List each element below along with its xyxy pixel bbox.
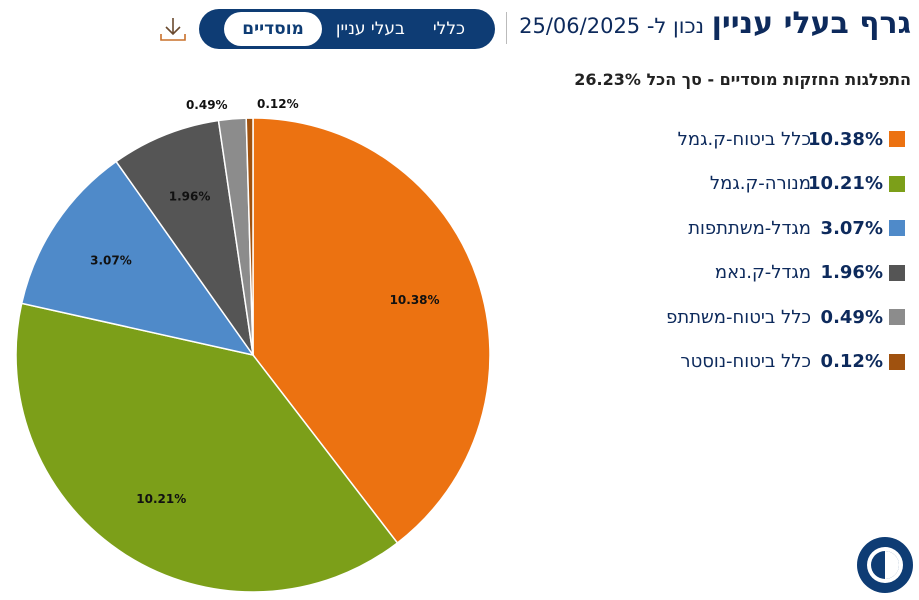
pie-slice[interactable] <box>20 160 255 357</box>
legend-label: כלל ביטוח-משתתפ <box>666 306 811 328</box>
legend-item: 10.21% מנורה-ק.גמל <box>666 162 905 207</box>
accessibility-button[interactable] <box>857 537 913 593</box>
legend-value: 0.12% <box>820 351 883 373</box>
legend-label: מגדל-משתתפות <box>688 217 811 239</box>
legend-item: 0.12% כלל ביטוח-נוסטר <box>666 340 905 385</box>
tab-stakeholders[interactable]: בעלי עניין <box>335 19 405 39</box>
chart-title: התפלגות החזקות מוסדיים - סך הכל 26.23% <box>574 70 911 89</box>
legend-value: 1.96% <box>820 262 883 284</box>
legend-label: מגדל-ק.נאמ <box>714 262 811 284</box>
as-of-date: נכון ל- 25/06/2025 <box>519 14 704 38</box>
legend-swatch <box>889 309 905 326</box>
tab-institutional[interactable]: מוסדיים <box>224 12 322 46</box>
slice-label: 0.49% <box>186 98 228 112</box>
legend-label: מנורה-ק.גמל <box>709 173 811 195</box>
legend-value: 0.49% <box>820 306 883 328</box>
legend-label: כלל ביטוח-נוסטר <box>680 351 811 373</box>
legend: 10.38% כלל ביטוח-ק.גמל 10.21% מנורה-ק.גמל 3.… <box>666 117 905 384</box>
view-toggle: כללי בעלי עניין מוסדיים <box>199 9 495 49</box>
legend-item: 3.07% מגדל-משתתפות <box>666 206 905 251</box>
divider <box>506 12 507 44</box>
legend-item: 10.38% כלל ביטוח-ק.גמל <box>666 117 905 162</box>
legend-swatch <box>889 131 905 148</box>
page-title: גרף בעלי עניין <box>711 6 911 41</box>
legend-value: 10.21% <box>808 173 883 195</box>
legend-swatch <box>889 264 905 281</box>
slice-label: 1.96% <box>169 190 211 204</box>
pie-slice[interactable] <box>252 117 491 544</box>
slice-label: 10.21% <box>136 492 186 506</box>
legend-swatch <box>889 175 905 192</box>
accessibility-contrast-icon <box>867 547 903 583</box>
tab-general[interactable]: כללי <box>432 19 465 39</box>
pie-chart: 10.38% 10.21% 3.07% 1.96% 0.49% 0.12% <box>15 97 491 593</box>
slice-label: 3.07% <box>90 253 132 267</box>
legend-value: 10.38% <box>808 128 883 150</box>
legend-swatch <box>889 353 905 370</box>
legend-item: 1.96% מגדל-ק.נאמ <box>666 251 905 296</box>
legend-swatch <box>889 220 905 237</box>
slice-label: 10.38% <box>390 293 440 307</box>
download-icon[interactable] <box>159 16 187 42</box>
pie-slice[interactable] <box>15 302 399 593</box>
legend-value: 3.07% <box>820 217 883 239</box>
legend-item: 0.49% כלל ביטוח-משתתפ <box>666 295 905 340</box>
pie-slice[interactable] <box>245 117 254 356</box>
pie-slice[interactable] <box>115 119 254 356</box>
slice-label: 0.12% <box>257 97 299 111</box>
legend-label: כלל ביטוח-ק.גמל <box>677 128 811 150</box>
